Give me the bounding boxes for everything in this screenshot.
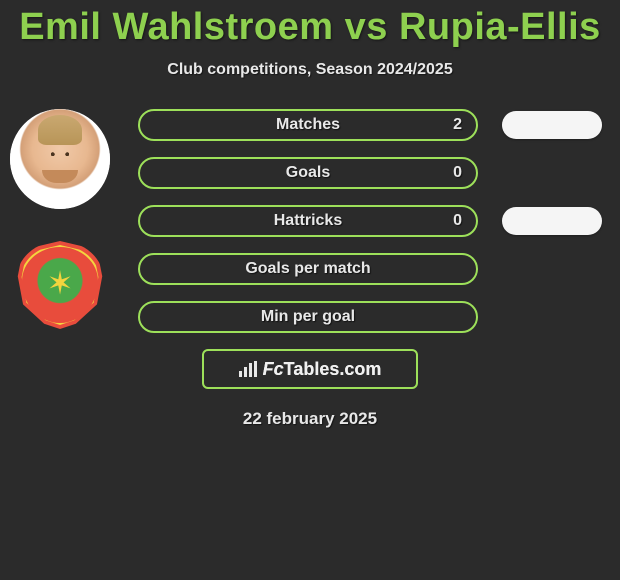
club-badge [10,235,110,335]
logo-box[interactable]: FcTables.com [202,349,418,389]
stat-label: Goals [140,164,476,182]
stat-value-left: 0 [453,212,462,230]
stat-row: Goals per match [138,253,602,287]
stat-value-left: 0 [453,164,462,182]
page-title: Emil Wahlstroem vs Rupia-Ellis [0,0,620,49]
stat-label: Min per goal [140,308,476,326]
stat-label: Matches [140,116,476,134]
logo-prefix: Fc [263,359,284,379]
comparison-content: Matches 2 Goals 0 Hattricks 0 Goals per … [0,109,620,429]
barchart-icon [239,361,257,377]
stat-value-left: 2 [453,116,462,134]
stat-bar-goals: Goals 0 [138,157,478,189]
date-label: 22 february 2025 [0,409,620,429]
shield-icon [10,235,110,335]
page-subtitle: Club competitions, Season 2024/2025 [0,61,620,79]
stat-bar-matches: Matches 2 [138,109,478,141]
logo-suffix: Tables.com [284,359,382,379]
stat-label: Hattricks [140,212,476,230]
face-icon [10,109,110,209]
stat-row: Min per goal [138,301,602,335]
stat-bar-min-per-goal: Min per goal [138,301,478,333]
stat-row: Hattricks 0 [138,205,602,239]
stat-row: Goals 0 [138,157,602,191]
player-avatar-left [10,109,110,209]
stat-bar-hattricks: Hattricks 0 [138,205,478,237]
logo-text: FcTables.com [263,359,382,380]
stat-label: Goals per match [140,260,476,278]
stat-pill-right [502,111,602,139]
stat-bar-goals-per-match: Goals per match [138,253,478,285]
stat-row: Matches 2 [138,109,602,143]
